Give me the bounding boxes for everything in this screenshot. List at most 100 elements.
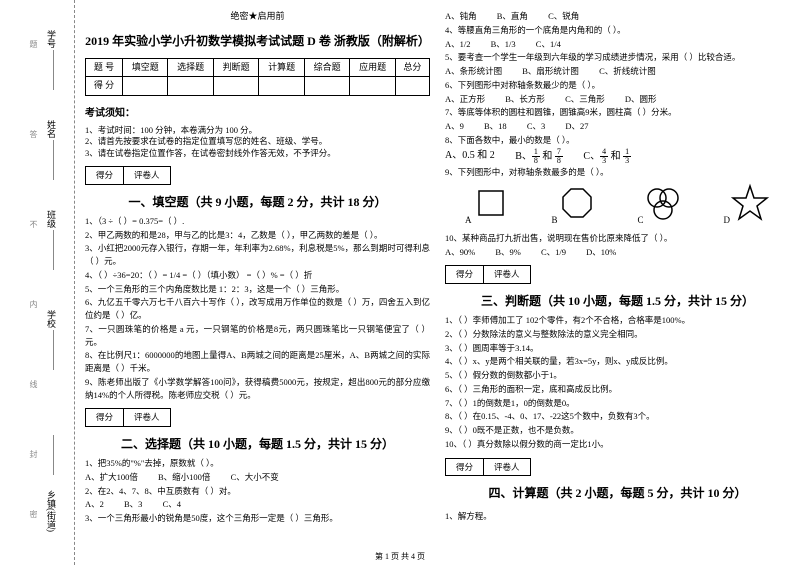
cut-char: 答 <box>28 130 39 138</box>
exam-title: 2019 年实验小学小升初数学模拟考试试题 D 卷 浙教版（附解析） <box>85 32 430 50</box>
question: 10、某种商品打九折出售，说明现在售价比原来降低了（ ）。 <box>445 232 790 245</box>
question: 8、在比例尺1：6000000的地图上量得A、B两城之间的距离是25厘米，A、B… <box>85 349 430 375</box>
bind-line <box>53 435 54 475</box>
grader-label: 评卷人 <box>484 266 530 283</box>
bind-lbl: 乡镇(街道) <box>45 490 58 532</box>
section-title: 一、填空题（共 9 小题，每题 2 分，共计 18 分） <box>85 193 430 211</box>
bind-line <box>53 50 54 90</box>
bind-line <box>53 230 54 270</box>
right-column: A、钝角 B、直角 C、锐角 4、等腰直角三角形的一个底角是内角和的（ ）。 A… <box>445 10 790 550</box>
td[interactable] <box>259 77 304 96</box>
score-label: 得分 <box>446 459 484 476</box>
question: 7、一只圆珠笔的价格是 a 元，一只钢笔的价格是8元，两只圆珠笔比一只钢笔便宜了… <box>85 323 430 349</box>
td[interactable] <box>304 77 349 96</box>
options: A、条形统计图 B、扇形统计图 C、折线统计图 <box>445 65 790 78</box>
th: 选择题 <box>168 58 213 77</box>
question: 2、在2、4、7、8、中互质数有（ ）对。 <box>85 485 430 498</box>
question: 1、把35%的"%"去掉，原数就（ ）。 <box>85 457 430 470</box>
opt: A、钝角 <box>445 10 477 23</box>
score-table: 题 号 填空题 选择题 判断题 计算题 综合题 应用题 总分 得 分 <box>85 58 430 96</box>
binding-margin: 学号 姓名 班级 学校 乡镇(街道) 题 答 不 内 线 封 密 <box>0 0 75 565</box>
opt: A、0.5 和 2 <box>445 148 495 163</box>
opt: B、直角 <box>497 10 528 23</box>
cut-char: 不 <box>28 220 39 228</box>
grader-label: 评卷人 <box>124 167 170 184</box>
opt: B、3 <box>124 498 142 511</box>
opt: B、18 和 78 <box>515 148 563 165</box>
cut-char: 封 <box>28 450 39 458</box>
shape-opt: B <box>551 183 597 228</box>
score-label: 得分 <box>86 167 124 184</box>
options: A、9 B、18 C、3 D、27 <box>445 120 790 133</box>
question: 5、一个三角形的三个内角度数比是 1：2：3，这是一个（ ）三角形。 <box>85 283 430 296</box>
question: 5、要考查一个学生一年级到六年级的学习成绩进步情况，采用（ ）比较合适。 <box>445 51 790 64</box>
opt: C、折线统计图 <box>599 65 656 78</box>
bind-lbl: 学校 <box>45 310 58 328</box>
question: 8、（ ）在0.15、-4、0、17、-22这5个数中，负数有3个。 <box>445 410 790 423</box>
opt: B、长方形 <box>505 93 545 106</box>
opt: C、1/4 <box>536 38 561 51</box>
question: 6、九亿五千零六万七千八百六十写作（ ），改写成用万作单位的数是（ ）万，四舍五… <box>85 296 430 322</box>
question: 10、（ ）真分数除以假分数的商一定比1小。 <box>445 438 790 451</box>
grader-label: 评卷人 <box>484 459 530 476</box>
opt: A、9 <box>445 120 464 133</box>
opt: D、10% <box>586 246 616 259</box>
shape-opt: A <box>465 183 512 228</box>
question: 6、（ ）三角形的面积一定，底和高成反比例。 <box>445 383 790 396</box>
opt: C、4 <box>163 498 181 511</box>
question: 1、（3 ÷（ ）= 0.375=（ ）. <box>85 215 430 228</box>
page-footer: 第 1 页 共 4 页 <box>0 551 800 562</box>
question: 5、（ ）假分数的倒数都小于1。 <box>445 369 790 382</box>
th: 综合题 <box>304 58 349 77</box>
question: 1、（ ）李师傅加工了 102个零件，有2个不合格，合格率是100%。 <box>445 314 790 327</box>
score-label: 得分 <box>446 266 484 283</box>
opt: C、43 和 13 <box>583 148 631 165</box>
score-box: 得分 评卷人 <box>445 265 531 284</box>
section-head: 得分 评卷人 <box>85 408 430 427</box>
th: 填空题 <box>122 58 167 77</box>
opt: B、18 <box>484 120 507 133</box>
question: 4、（ ）x、y是两个相关联的量，若3x=5y，则x、y成反比例。 <box>445 355 790 368</box>
question: 3、（ ）圆周率等于3.14。 <box>445 342 790 355</box>
td[interactable] <box>213 77 258 96</box>
td[interactable] <box>395 77 429 96</box>
options: A、0.5 和 2 B、18 和 78 C、43 和 13 <box>445 148 790 165</box>
opt: C、三角形 <box>565 93 605 106</box>
th: 总分 <box>395 58 429 77</box>
th: 应用题 <box>350 58 395 77</box>
cut-char: 线 <box>28 380 39 388</box>
bind-line <box>53 330 54 370</box>
notice-item: 3、请在试卷指定位置作答，在试卷密封线外作答无效，不予评分。 <box>85 148 430 160</box>
question: 7、等底等体积的圆柱和圆锥，圆锥高9米，圆柱高（ ）分米。 <box>445 106 790 119</box>
opt: C、锐角 <box>548 10 579 23</box>
bind-lbl: 班级 <box>45 210 58 228</box>
td[interactable] <box>350 77 395 96</box>
opt: A、扩大100倍 <box>85 471 138 484</box>
opt: A、1/2 <box>445 38 471 51</box>
td[interactable] <box>168 77 213 96</box>
cut-char: 内 <box>28 300 39 308</box>
score-box: 得分 评卷人 <box>445 458 531 477</box>
td: 得 分 <box>86 77 123 96</box>
question: 6、下列图形中对称轴条数最少的是（ ）。 <box>445 79 790 92</box>
opt: C、大小不变 <box>231 471 279 484</box>
score-box: 得分 评卷人 <box>85 408 171 427</box>
shape-opt: D <box>723 183 770 228</box>
bind-lbl: 姓名 <box>45 120 58 138</box>
opt: A、90% <box>445 246 475 259</box>
opt: B、1/3 <box>491 38 516 51</box>
th: 判断题 <box>213 58 258 77</box>
opt: D、27 <box>565 120 588 133</box>
question: 7、（ ）1的倒数是1，0的倒数是0。 <box>445 397 790 410</box>
question: 3、一个三角形最小的锐角是50度，这个三角形一定是（ ）三角形。 <box>85 512 430 525</box>
opt: A、2 <box>85 498 104 511</box>
score-box: 得分 评卷人 <box>85 166 171 185</box>
section-title: 三、判断题（共 10 小题，每题 1.5 分，共计 15 分） <box>445 292 790 310</box>
question: 9、（ ）0既不是正数，也不是负数。 <box>445 424 790 437</box>
section-title: 四、计算题（共 2 小题，每题 5 分，共计 10 分） <box>445 484 790 502</box>
question: 2、甲乙两数的和是28，甲与乙的比是3：4，乙数是（ ），甲乙两数的差是（ ）。 <box>85 229 430 242</box>
opt: A、条形统计图 <box>445 65 502 78</box>
td[interactable] <box>122 77 167 96</box>
question: 4、（ ）÷36=20：（ ）= 1/4 =（ ）（填小数） =（ ）% =（ … <box>85 269 430 282</box>
options: A、扩大100倍 B、缩小100倍 C、大小不变 <box>85 471 430 484</box>
